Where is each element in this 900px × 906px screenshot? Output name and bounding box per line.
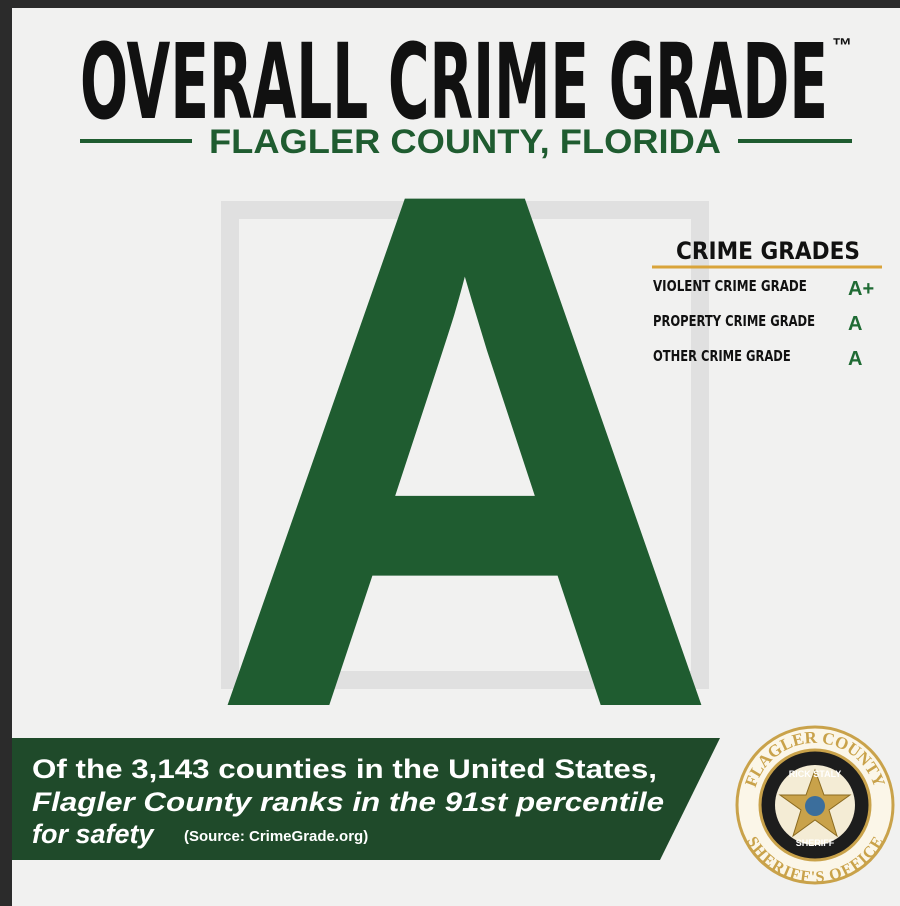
graphic: OVERALL CRIME GRADE ™ FLAGLER COUNTY, FL… [0, 0, 900, 906]
overall-grade: A [210, 39, 720, 861]
page: OVERALL CRIME GRADE ™ FLAGLER COUNTY, FL… [0, 0, 900, 906]
panel-heading: CRIME GRADES [676, 237, 860, 265]
banner-line: Of the 3,143 counties in the United Stat… [32, 754, 657, 784]
badge-role: SHERIFF [796, 838, 835, 848]
grade-label: OTHER CRIME GRADE [653, 347, 791, 365]
grade-value: A [848, 348, 862, 370]
banner-source: (Source: CrimeGrade.org) [184, 828, 368, 845]
badge: FLAGLER COUNTY SHERIFF'S OFFICE RICK STA… [737, 727, 893, 887]
banner-line: for safety [32, 819, 156, 849]
grade-value: A+ [848, 278, 874, 300]
badge-name: RICK STALY [789, 769, 842, 779]
grade-label: VIOLENT CRIME GRADE [653, 277, 807, 295]
grade-value: A [848, 313, 862, 335]
banner-line: Flagler County ranks in the 91st percent… [32, 787, 664, 817]
grade-label: PROPERTY CRIME GRADE [653, 312, 815, 330]
trademark: ™ [832, 35, 852, 57]
